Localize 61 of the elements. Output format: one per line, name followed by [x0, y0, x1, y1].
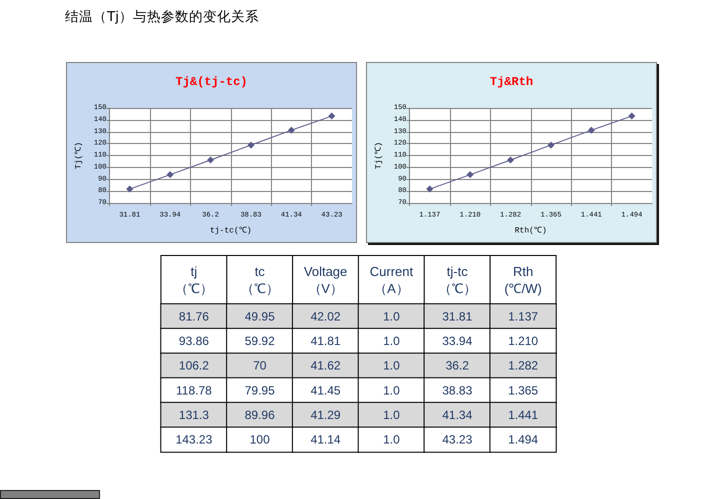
data-label: 131.3	[178, 408, 210, 422]
point	[166, 171, 174, 178]
data-label: 143.23	[176, 432, 213, 447]
data-label: 1.0	[383, 309, 400, 324]
point	[207, 156, 214, 164]
point	[328, 112, 336, 120]
x-axis-title: Rth(℃)	[514, 226, 547, 236]
data-label: 1.137	[508, 309, 538, 324]
data-label: 43.23	[442, 432, 473, 447]
data-label: 41.62	[310, 358, 341, 373]
data-label: 41.29	[310, 408, 341, 422]
point	[288, 126, 295, 134]
data-label: 31.81	[442, 309, 473, 324]
data-label: 41.14	[310, 432, 341, 447]
data-label: 1.0	[383, 334, 400, 348]
point	[466, 171, 474, 178]
data-label: 89.96	[244, 408, 276, 422]
x-tick-label: Rth (℃/W)	[504, 264, 542, 296]
point	[426, 186, 434, 193]
x-tick-label: Voltage （V）	[304, 264, 348, 296]
data-label: 1.494	[508, 432, 538, 447]
point	[247, 142, 254, 149]
data-label: 1.0	[383, 408, 400, 422]
y-axis-title: Tj(℃)	[374, 142, 384, 170]
data-label: 33.94	[442, 334, 473, 348]
data-label: 49.95	[244, 309, 276, 324]
text: 结温（Tj）与热参数的变化关系	[65, 8, 259, 26]
data-label: 1.441	[508, 408, 538, 422]
data-label: 93.86	[178, 334, 210, 348]
x-tick-label: tc （℃）	[240, 264, 279, 296]
x-axis-title: tj-tc(℃)	[210, 226, 252, 236]
data-label: 41.81	[310, 334, 341, 348]
data-label: 38.83	[442, 383, 473, 398]
data-label: 1.0	[383, 432, 400, 447]
point	[126, 186, 134, 193]
data-label: 106.2	[178, 358, 210, 373]
data-label: 1.282	[508, 358, 538, 373]
data-label: 81.76	[178, 309, 210, 324]
point	[507, 156, 514, 164]
data-label: 41.34	[442, 408, 473, 422]
point	[588, 126, 595, 134]
y-axis-title: Tj(℃)	[74, 142, 84, 170]
chart-title: Tj&(tj-tc)	[175, 75, 248, 89]
data-label: 118.78	[176, 383, 212, 398]
data-label: 41.45	[310, 383, 341, 398]
x-tick-label: tj （℃）	[174, 264, 213, 296]
x-tick-label: tj-tc （℃）	[438, 264, 476, 296]
chart-title: Tj&Rth	[490, 75, 534, 89]
data-label: 79.95	[244, 383, 276, 398]
data-label: 1.210	[508, 334, 538, 348]
data-label: 59.92	[244, 334, 276, 348]
point	[547, 142, 554, 149]
x-tick-label: Current （A）	[370, 264, 414, 296]
data-label: 1.365	[508, 383, 538, 398]
point	[628, 112, 636, 120]
data-label: 42.02	[310, 309, 341, 324]
data-label: 1.0	[383, 383, 400, 398]
data-label: 70	[253, 358, 267, 373]
data-label: 1.0	[383, 358, 400, 373]
data-label: 36.2	[446, 358, 470, 373]
data-label: 100	[250, 432, 270, 447]
